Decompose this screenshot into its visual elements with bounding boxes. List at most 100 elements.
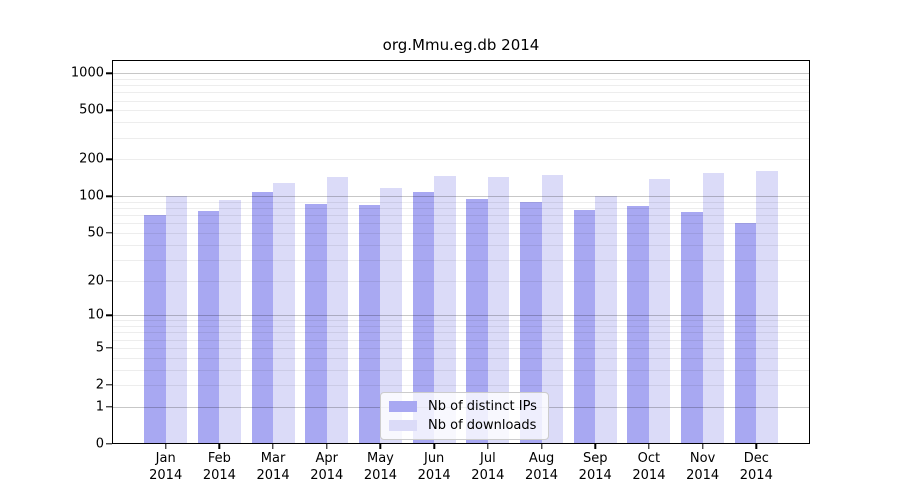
bar-distinct-ips-aug	[520, 201, 542, 444]
y-tick-label-1000: 1000	[70, 65, 104, 81]
y-tick-label-200: 200	[79, 151, 104, 167]
y-gridline-2	[112, 385, 810, 387]
y-gridline-300	[112, 137, 810, 139]
y-tick-mark-0	[106, 443, 112, 445]
y-gridline-400	[112, 122, 810, 124]
y-gridline-800	[112, 85, 810, 87]
y-gridline-60	[112, 223, 810, 225]
x-tick-label-oct: Oct 2014	[632, 451, 666, 483]
y-gridline-700	[112, 92, 810, 94]
bar-downloads-mar	[273, 183, 295, 444]
chart-title: org.Mmu.eg.db 2014	[382, 36, 540, 54]
y-tick-mark-200	[106, 158, 112, 161]
x-tick-label-may: May 2014	[363, 451, 397, 483]
bar-downloads-may	[380, 187, 402, 444]
legend-swatch-distinct-ips	[389, 401, 417, 412]
bar-distinct-ips-mar	[251, 192, 274, 444]
legend-label-downloads: Nb of downloads	[428, 418, 537, 433]
y-gridline-6	[112, 339, 810, 341]
y-tick-label-2: 2	[95, 377, 104, 393]
x-tick-mark-jan	[164, 444, 167, 449]
y-gridline-7	[112, 332, 810, 334]
y-gridline-30	[112, 259, 810, 261]
bar-distinct-ips-dec	[734, 222, 757, 444]
bar-downloads-jul	[487, 177, 510, 444]
y-tick-mark-10	[106, 314, 112, 317]
x-tick-label-jul: Jul 2014	[471, 451, 505, 483]
bar-distinct-ips-sep	[573, 209, 596, 444]
bar-distinct-ips-jun	[412, 191, 435, 444]
x-tick-label-aug: Aug 2014	[524, 451, 559, 483]
x-tick-mark-feb	[218, 444, 221, 449]
x-tick-label-dec: Dec 2014	[739, 451, 773, 483]
bar-distinct-ips-jul	[466, 199, 488, 444]
x-tick-mark-apr	[326, 444, 328, 449]
y-tick-mark-20	[106, 279, 112, 282]
y-gridline-80	[112, 208, 810, 210]
y-gridline-8	[112, 326, 810, 328]
y-tick-mark-1000	[106, 72, 112, 74]
bar-downloads-sep	[595, 195, 617, 444]
y-gridline-90	[112, 201, 810, 203]
bar-downloads-oct	[648, 179, 671, 444]
x-tick-label-jan: Jan 2014	[149, 451, 183, 483]
y-gridline-10	[112, 315, 810, 317]
y-gridline-500	[112, 110, 810, 112]
bar-downloads-nov	[702, 173, 725, 444]
x-tick-mark-aug	[540, 444, 543, 449]
plot-area	[112, 60, 810, 444]
y-gridline-3	[112, 369, 810, 371]
y-tick-label-5: 5	[95, 340, 104, 356]
x-tick-mark-mar	[272, 444, 274, 449]
y-gridline-70	[112, 215, 810, 217]
y-tick-label-0: 0	[95, 436, 104, 452]
bar-distinct-ips-feb	[197, 210, 220, 444]
y-tick-mark-100	[106, 195, 112, 198]
x-tick-label-jun: Jun 2014	[417, 451, 451, 483]
y-gridline-100	[112, 196, 810, 198]
y-gridline-900	[112, 78, 810, 80]
y-tick-mark-1	[106, 406, 112, 408]
x-tick-label-nov: Nov 2014	[686, 451, 720, 483]
x-tick-mark-dec	[755, 444, 757, 449]
x-tick-label-mar: Mar 2014	[256, 451, 290, 483]
x-tick-mark-jul	[487, 444, 489, 449]
y-gridline-1000	[112, 73, 810, 75]
y-gridline-20	[112, 280, 810, 282]
y-gridline-200	[112, 159, 810, 161]
x-tick-mark-oct	[648, 444, 650, 449]
x-tick-label-apr: Apr 2014	[310, 451, 344, 483]
y-gridline-4	[112, 357, 810, 359]
y-tick-mark-5	[106, 347, 112, 349]
y-tick-label-1: 1	[95, 399, 104, 415]
bar-distinct-ips-may	[358, 204, 381, 444]
x-tick-mark-sep	[594, 444, 596, 449]
y-tick-label-100: 100	[79, 188, 104, 204]
y-gridline-5	[112, 347, 810, 349]
y-tick-mark-500	[106, 109, 112, 112]
bar-distinct-ips-nov	[681, 211, 703, 444]
x-tick-label-sep: Sep 2014	[578, 451, 612, 483]
legend-label-distinct-ips: Nb of distinct IPs	[428, 399, 537, 414]
bar-downloads-feb	[219, 199, 241, 444]
bar-distinct-ips-oct	[627, 205, 649, 444]
y-tick-mark-2	[106, 384, 112, 386]
x-tick-mark-jun	[433, 444, 435, 449]
bar-downloads-jun	[434, 176, 456, 444]
y-tick-label-50: 50	[87, 225, 104, 241]
legend-swatch-downloads	[389, 420, 417, 431]
bar-distinct-ips-jan	[144, 215, 166, 444]
x-tick-label-feb: Feb 2014	[202, 451, 236, 483]
bar-downloads-apr	[326, 177, 349, 444]
y-gridline-9	[112, 320, 810, 322]
y-tick-label-20: 20	[87, 273, 104, 289]
y-tick-label-500: 500	[79, 102, 104, 118]
legend: Nb of distinct IPs Nb of downloads	[380, 392, 549, 440]
y-gridline-50	[112, 233, 810, 235]
legend-item-distinct-ips: Nb of distinct IPs	[389, 400, 537, 413]
y-gridline-40	[112, 244, 810, 246]
bar-downloads-jan	[165, 196, 188, 444]
y-tick-label-10: 10	[87, 307, 104, 323]
bar-downloads-aug	[541, 174, 564, 444]
